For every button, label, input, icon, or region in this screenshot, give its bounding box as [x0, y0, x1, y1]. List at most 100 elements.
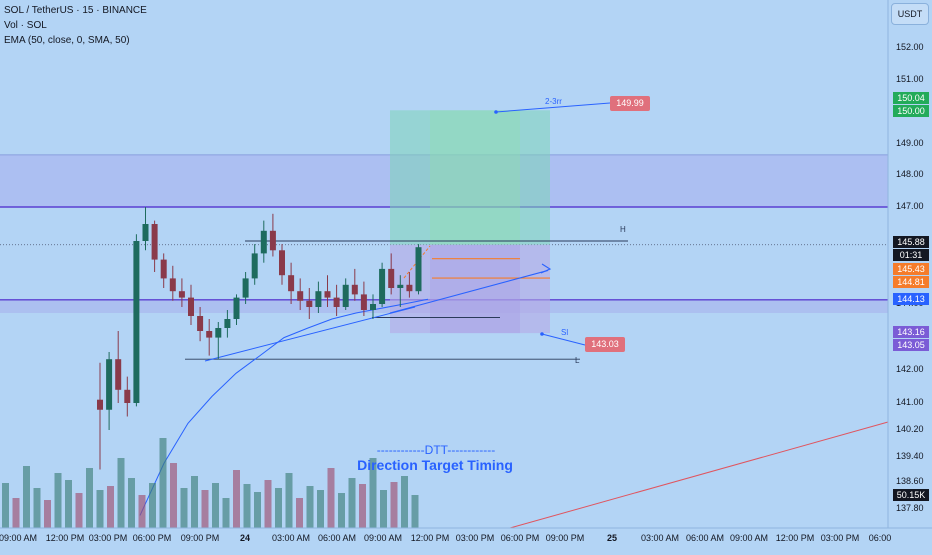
trendline-projection	[389, 269, 549, 314]
time-tick-label: 24	[239, 533, 251, 543]
time-tick-label: 03:00 PM	[455, 533, 495, 543]
long-term-trendline	[509, 421, 889, 529]
candle-body	[379, 268, 386, 304]
candle-body	[188, 297, 194, 316]
volume-bar	[285, 473, 293, 528]
candle-body	[197, 316, 204, 331]
volume-bar	[233, 470, 240, 528]
watermark-dashes: ------------DTT------------	[376, 443, 496, 457]
volume-bar	[201, 490, 209, 528]
volume-bar	[180, 488, 188, 528]
volume-bar	[212, 483, 219, 528]
volume-bar	[191, 476, 198, 528]
volume-bar	[222, 498, 230, 528]
volume-bar	[33, 488, 41, 528]
volume-bar	[149, 483, 156, 528]
low-label: L	[575, 356, 580, 365]
volume-bar	[117, 458, 125, 528]
volume-bar	[338, 493, 345, 528]
price-tag-150-00: 150.00	[893, 105, 929, 117]
candle-body	[360, 294, 367, 310]
time-tick-label: 12:00 PM	[410, 533, 450, 543]
candle-body	[224, 319, 231, 328]
price-tag-150-04: 150.04	[893, 92, 929, 104]
candle-body	[97, 399, 103, 410]
last-price-tag: 145.88	[893, 236, 929, 248]
price-tag-144-13: 144.13	[893, 293, 929, 305]
candle-body	[106, 359, 113, 410]
high-label: H	[620, 225, 626, 234]
candle-body	[315, 291, 322, 307]
volume-bar	[23, 466, 30, 528]
time-tick-label: 09:00 AM	[729, 533, 769, 543]
candle-body	[178, 291, 185, 298]
candle-body	[288, 275, 295, 292]
trendline-rising	[204, 306, 416, 362]
candle-body	[169, 278, 176, 292]
candle-body	[370, 304, 376, 310]
currency-button[interactable]: USDT	[891, 3, 929, 25]
volume-bar	[75, 493, 83, 528]
volume-bar	[296, 498, 303, 528]
projection-arrowhead	[540, 263, 552, 274]
time-tick-label: 03:00 PM	[88, 533, 128, 543]
candle-body	[406, 284, 413, 292]
time-tick-label: 03:00 AM	[640, 533, 680, 543]
time-tick-label: 06:00 AM	[685, 533, 725, 543]
time-tick-label: 09:00 AM	[0, 533, 38, 543]
price-tick-label: 141.00	[896, 397, 924, 407]
stop-label: Sl	[561, 328, 569, 337]
target-price-label[interactable]: 149.99	[610, 96, 650, 111]
time-tick-label: 09:00 PM	[545, 533, 585, 543]
volume-bar	[54, 473, 62, 528]
volume-bar	[359, 484, 366, 528]
candle-body	[415, 247, 422, 292]
candle-body	[297, 291, 304, 301]
candle-body	[151, 224, 158, 260]
legend-ema: EMA (50, close, 0, SMA, 50)	[4, 35, 130, 46]
candle-body	[215, 328, 222, 338]
volume-bar	[275, 488, 282, 528]
price-tick-label: 140.20	[896, 424, 924, 434]
volume-bar	[380, 490, 387, 528]
price-tick-label: 139.40	[896, 451, 924, 461]
price-tag-143-16: 143.16	[893, 326, 929, 338]
price-tag-145-43: 145.43	[893, 263, 929, 275]
volume-bar	[411, 495, 419, 528]
time-tick-label: 06:00 PM	[132, 533, 172, 543]
volume-bar	[306, 486, 314, 528]
volume-bar	[65, 480, 72, 528]
volume-bar	[2, 483, 9, 528]
time-tick-label: 06:00 AM	[317, 533, 357, 543]
volume-bar	[86, 468, 93, 528]
time-tick-label: 03:00 PM	[820, 533, 860, 543]
candle-body	[206, 331, 213, 338]
volume-bar	[348, 478, 356, 528]
volume-bar	[390, 482, 398, 528]
candle-body	[142, 224, 149, 241]
profit-zone	[390, 110, 550, 245]
candle-body	[160, 259, 167, 279]
volume-bar	[264, 480, 272, 528]
time-tick-label: 25	[606, 533, 618, 543]
candle-body	[242, 278, 249, 298]
candle-body	[279, 250, 285, 276]
watermark-text: Direction Target Timing	[357, 457, 513, 473]
volume-bar	[159, 438, 167, 528]
target-connector	[495, 102, 611, 113]
legend-volume: Vol · SOL	[4, 20, 47, 31]
time-tick-label: 09:00 AM	[363, 533, 403, 543]
stop-price-label[interactable]: 143.03	[585, 337, 625, 352]
price-tick-label: 147.00	[896, 201, 924, 211]
price-tick-label: 138.60	[896, 476, 924, 486]
candle-body	[133, 241, 140, 403]
legend-title: SOL / TetherUS · 15 · BINANCE	[4, 5, 147, 16]
price-tick-label: 151.00	[896, 74, 924, 84]
price-tick-label: 149.00	[896, 138, 924, 148]
price-tick-label: 148.00	[896, 169, 924, 179]
volume-bar	[107, 486, 114, 528]
candle-body	[351, 284, 358, 295]
price-tick-label: 137.80	[896, 503, 924, 513]
candle-body	[269, 230, 276, 251]
